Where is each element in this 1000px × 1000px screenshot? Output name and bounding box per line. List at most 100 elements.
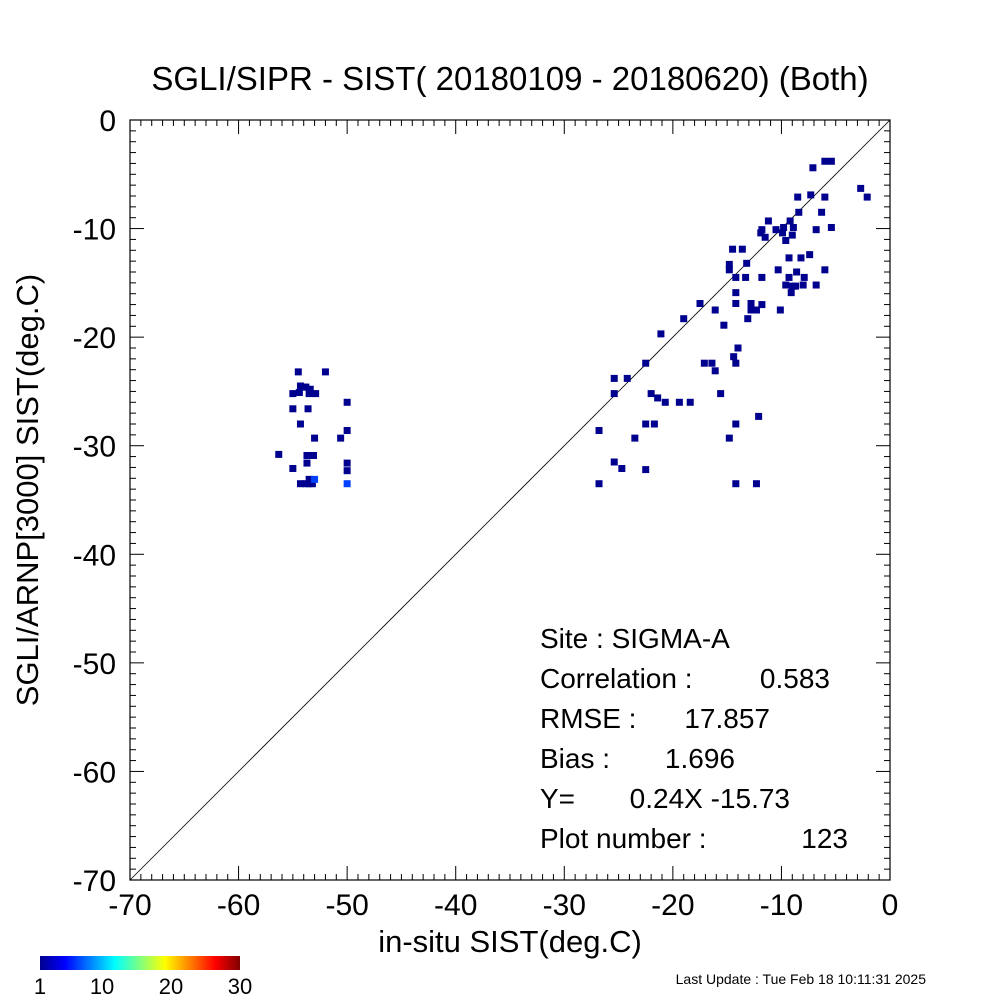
data-point — [296, 480, 304, 488]
data-point — [623, 374, 631, 382]
x-tick-labels: -70 -60 -50 -40 -30 -20 -10 0 — [108, 889, 898, 922]
data-point — [680, 315, 688, 323]
data-point — [782, 281, 790, 289]
data-point — [618, 465, 626, 473]
stat-value: 123 — [801, 823, 848, 854]
one-to-one-line — [129, 119, 891, 881]
stat-value: 0.583 — [760, 663, 830, 694]
data-point — [787, 289, 795, 297]
data-point — [700, 359, 708, 367]
data-point — [809, 164, 817, 172]
data-point — [725, 434, 733, 442]
data-point — [738, 245, 746, 253]
data-point — [657, 330, 665, 338]
data-point — [774, 266, 782, 274]
data-point — [732, 359, 740, 367]
data-point — [631, 434, 639, 442]
data-point — [752, 306, 760, 314]
data-point — [309, 451, 317, 459]
data-point — [788, 231, 796, 239]
data-point — [821, 193, 829, 201]
data-point — [720, 321, 728, 329]
data-point — [800, 273, 808, 281]
data-point — [785, 273, 793, 281]
y-tick-label: -20 — [73, 322, 116, 355]
axis-ticks — [129, 119, 891, 881]
x-tick-label: -70 — [108, 889, 151, 922]
x-tick-label: -50 — [325, 889, 368, 922]
y-tick-label: -10 — [73, 214, 116, 247]
data-point — [780, 223, 788, 231]
data-point — [797, 254, 805, 262]
data-point — [734, 344, 742, 352]
data-point — [758, 273, 766, 281]
data-point — [343, 398, 351, 406]
data-point — [732, 289, 740, 297]
data-point — [799, 281, 807, 289]
data-point — [747, 306, 755, 314]
data-point — [610, 390, 618, 398]
data-point — [289, 390, 297, 398]
colorbar-tick-label: 10 — [90, 974, 114, 999]
y-tick-labels: -70 -60 -50 -40 -30 -20 -10 0 — [73, 105, 116, 898]
data-point — [782, 237, 790, 245]
y-tick-label: -50 — [73, 648, 116, 681]
data-point — [305, 390, 313, 398]
data-point — [289, 405, 297, 413]
colorbar-tick-label: 1 — [34, 974, 46, 999]
data-point — [755, 412, 763, 420]
data-point — [725, 266, 733, 274]
data-point — [747, 299, 755, 307]
data-point — [303, 459, 311, 467]
last-update-text: Last Update : Tue Feb 18 10:11:31 2025 — [676, 971, 927, 987]
data-point — [785, 254, 793, 262]
data-point — [610, 374, 618, 382]
data-point — [294, 368, 302, 376]
y-tick-label: -60 — [73, 756, 116, 789]
data-point — [821, 266, 829, 274]
x-tick-label: -20 — [651, 889, 694, 922]
data-point — [786, 217, 794, 225]
data-point — [732, 420, 740, 428]
data-point — [725, 260, 733, 268]
data-point — [304, 405, 312, 413]
data-point — [296, 420, 304, 428]
data-point — [654, 394, 662, 402]
data-point — [311, 434, 319, 442]
data-point — [312, 390, 320, 398]
stat-label: Y= — [540, 783, 575, 814]
data-point — [647, 390, 655, 398]
data-point — [812, 226, 820, 234]
data-point — [752, 480, 760, 488]
y-tick-label: 0 — [99, 105, 116, 138]
x-tick-label: 0 — [882, 889, 899, 922]
data-point — [610, 458, 618, 466]
data-point — [343, 427, 351, 435]
data-point — [818, 208, 826, 216]
data-point — [761, 233, 769, 241]
data-point — [303, 451, 311, 459]
data-point — [732, 299, 740, 307]
colorbar-tick-labels: 1 10 20 30 — [34, 974, 252, 999]
data-point — [730, 353, 738, 361]
data-point — [732, 273, 740, 281]
data-point — [795, 208, 803, 216]
data-point — [729, 245, 737, 253]
stat-label: RMSE : — [540, 703, 636, 734]
stat-label: Plot number : — [540, 823, 707, 854]
data-point — [275, 450, 283, 458]
data-point — [650, 420, 658, 428]
data-point — [306, 385, 314, 393]
data-point — [772, 226, 780, 234]
data-point — [793, 268, 801, 276]
data-point — [343, 459, 351, 467]
data-point — [675, 398, 683, 406]
data-point — [794, 193, 802, 201]
data-point — [289, 465, 297, 473]
data-point — [711, 367, 719, 375]
data-point — [807, 191, 815, 199]
data-point — [337, 434, 345, 442]
data-point — [863, 193, 871, 201]
data-point — [821, 157, 829, 165]
y-tick-label: -40 — [73, 539, 116, 572]
